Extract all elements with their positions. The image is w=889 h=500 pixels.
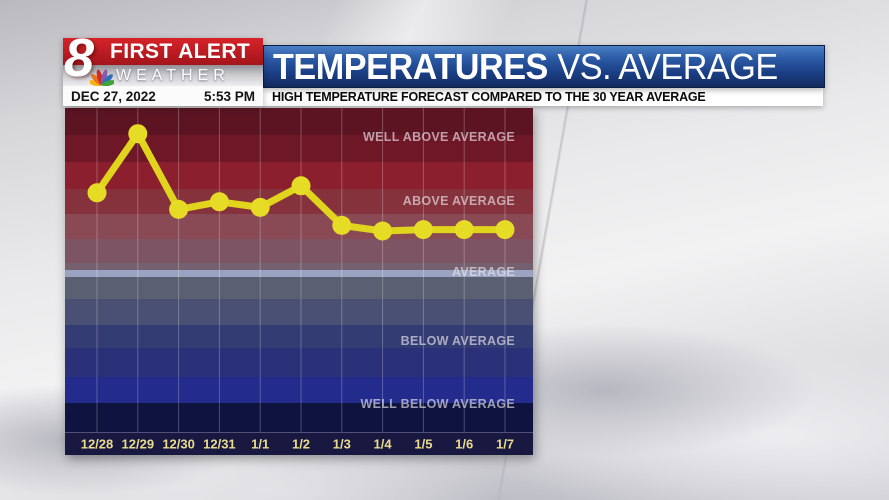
data-point-1/2 — [291, 176, 311, 196]
date-label: DEC 27, 2022 — [71, 88, 156, 104]
axis-label-1-1: 1/1 — [251, 436, 270, 452]
band-label-well-above-average: WELL ABOVE AVERAGE — [363, 130, 515, 144]
station-logo: 8 FIRST ALERT WEATHER DEC 27, 2022 5:53 … — [63, 31, 263, 106]
forecast-line-plot — [87, 108, 515, 432]
datetime-bar: DEC 27, 2022 5:53 PM — [63, 86, 263, 106]
data-point-12/28 — [87, 183, 107, 203]
axis-label-1-3: 1/3 — [332, 436, 351, 452]
band-stripe — [65, 299, 533, 325]
axis-label-1-6: 1/6 — [455, 436, 474, 452]
axis-label-1-5: 1/5 — [414, 436, 433, 452]
band-stripe — [65, 277, 533, 299]
band-label-well-below-average: WELL BELOW AVERAGE — [360, 397, 515, 411]
channel-8-logo: 8 — [64, 28, 95, 88]
axis-label-12-31: 12/31 — [203, 436, 236, 452]
axis-label-1-4: 1/4 — [373, 436, 392, 452]
band-stripe — [65, 325, 533, 348]
axis-label-1-2: 1/2 — [291, 436, 311, 452]
band-label-average: AVERAGE — [452, 265, 515, 279]
weather-banner: WEATHER — [63, 65, 263, 86]
subtitle-bar: HIGH TEMPERATURE FORECAST COMPARED TO TH… — [263, 88, 823, 106]
band-stripe — [65, 239, 533, 263]
band-label-below-average: BELOW AVERAGE — [400, 334, 515, 348]
data-point-1/3 — [332, 215, 352, 235]
title-main: TEMPERATURES — [273, 45, 548, 87]
data-point-1/5 — [413, 220, 433, 240]
data-point-12/29 — [128, 124, 148, 144]
temperature-chart: WELL ABOVE AVERAGE ABOVE AVERAGE AVERAGE BE… — [65, 108, 533, 455]
band-stripe — [65, 348, 533, 377]
band-label-above-average: ABOVE AVERAGE — [402, 194, 515, 208]
weather-label: WEATHER — [116, 67, 230, 84]
data-point-1/6 — [454, 220, 474, 240]
band-stripe — [65, 377, 533, 403]
page-title: TEMPERATURES VS. AVERAGE — [273, 46, 778, 88]
axis-label-1-7: 1/7 — [495, 436, 515, 452]
x-axis: 12/28 12/29 12/30 12/31 1/1 1/2 1/3 1/4 1/5 1/6 1/… — [65, 432, 533, 455]
axis-label-12-29: 12/29 — [121, 436, 155, 452]
axis-label-12-30: 12/30 — [162, 436, 195, 452]
time-label: 5:53 PM — [203, 88, 255, 104]
axis-label-12-28: 12/28 — [80, 436, 114, 452]
data-point-1/4 — [373, 221, 393, 241]
band-stripe — [65, 263, 533, 270]
nbc-peacock-icon — [90, 69, 114, 86]
average-line-band — [65, 270, 533, 277]
data-point-12/31 — [209, 192, 229, 212]
data-point-1/7 — [495, 220, 515, 240]
data-point-12/30 — [169, 199, 189, 219]
first-alert-label: FIRST ALERT — [110, 40, 251, 63]
chart-color-bands — [65, 108, 533, 432]
first-alert-banner: 8 FIRST ALERT — [63, 31, 263, 85]
data-point-1/1 — [250, 197, 270, 217]
title-bar: TEMPERATURES VS. AVERAGE — [263, 45, 825, 88]
title-secondary: VS. AVERAGE — [557, 45, 778, 87]
band-stripe — [65, 403, 533, 432]
